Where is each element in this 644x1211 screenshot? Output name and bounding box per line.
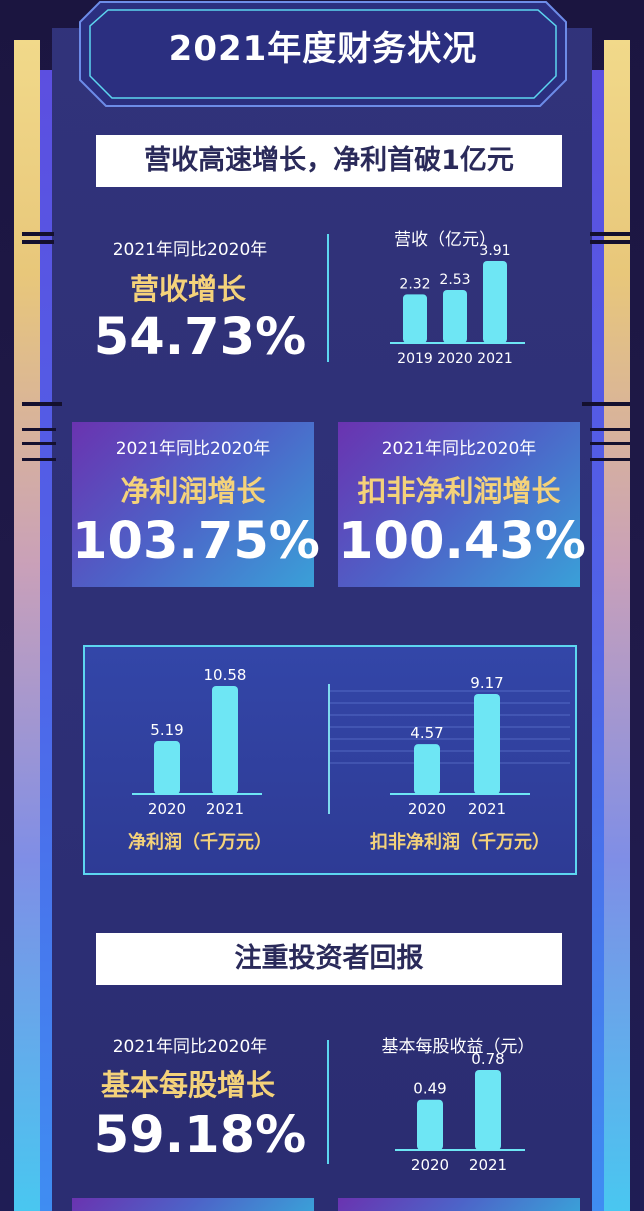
- data-label: 0.49: [413, 1080, 446, 1098]
- tick-label: 2020: [411, 1156, 449, 1174]
- deducted-profit-value: 100.43%: [338, 512, 586, 571]
- tick-label: 2021: [468, 800, 506, 818]
- frame-inner-right-border: [590, 70, 604, 1211]
- net-profit-value: 103.75%: [72, 512, 320, 571]
- next-card-left: [72, 1198, 314, 1211]
- chart-bar: [212, 686, 238, 794]
- tick-label: 2021: [206, 800, 244, 818]
- chart-bar: [475, 1070, 501, 1150]
- net-profit-chart: 5.19 2020 10.58 2021: [132, 666, 262, 818]
- tick-label: 2021: [477, 351, 513, 367]
- data-label: 3.91: [479, 243, 510, 259]
- page-title: 2021年度财务状况: [168, 29, 478, 69]
- frame-inner-left-border: [40, 70, 54, 1211]
- tick-label: 2019: [397, 351, 433, 367]
- divider: [327, 234, 329, 362]
- chart-bar: [414, 744, 440, 794]
- data-label: 5.19: [150, 721, 183, 739]
- chart-bar: [154, 741, 180, 794]
- eps-label: 基本每股增长: [100, 1068, 275, 1102]
- deducted-profit-label: 扣非净利润增长: [357, 474, 561, 508]
- data-label: 10.58: [204, 666, 247, 684]
- tick-label: 2021: [469, 1156, 507, 1174]
- frame-right-border: [604, 40, 630, 1211]
- deducted-profit-caption: 2021年同比2020年: [381, 439, 537, 459]
- revenue-chart-title: 营收（亿元）: [394, 230, 496, 250]
- deducted-profit-card: [338, 422, 580, 587]
- deducted-profit-chart-title: 扣非净利润（千万元）: [370, 832, 550, 853]
- deducted-profit-chart: 4.57 2020 9.17 2021: [390, 674, 530, 818]
- eps-caption: 2021年同比2020年: [112, 1037, 268, 1057]
- net-profit-caption: 2021年同比2020年: [115, 439, 271, 459]
- revenue-caption: 2021年同比2020年: [112, 240, 268, 260]
- data-label: 2.32: [399, 276, 430, 292]
- chart-bar: [403, 294, 427, 343]
- chart-bar: [417, 1099, 443, 1150]
- section-banner-investor: 注重投资者回报: [96, 933, 562, 985]
- data-label: 0.78: [471, 1050, 504, 1068]
- chart-bar: [443, 289, 467, 343]
- tick-label: 2020: [437, 351, 473, 367]
- chart-bar: [483, 261, 507, 343]
- revenue-label: 营收增长: [129, 272, 246, 306]
- divider: [328, 684, 330, 814]
- title-plate-shape: [79, 1, 567, 107]
- tick-label: 2020: [408, 800, 446, 818]
- section-banner-revenue: 营收高速增长，净利首破1亿元: [96, 135, 562, 187]
- revenue-chart: 2.32 2019 2.53 2020 3.91 2021: [390, 243, 525, 367]
- eps-value: 59.18%: [93, 1106, 307, 1165]
- data-label: 4.57: [410, 724, 443, 742]
- next-card-right: [338, 1198, 580, 1211]
- net-profit-label: 净利润增长: [120, 474, 266, 508]
- data-label: 2.53: [439, 272, 470, 288]
- frame-left-border: [14, 40, 40, 1211]
- title-plate: 2021年度财务状况: [78, 0, 568, 108]
- main-panel: [52, 28, 592, 1211]
- revenue-value: 54.73%: [93, 308, 307, 367]
- eps-chart: 0.49 2020 0.78 2021: [395, 1050, 525, 1174]
- chart-bar: [474, 694, 500, 794]
- divider: [327, 1040, 329, 1164]
- decorative-lines: [330, 690, 570, 770]
- data-label: 9.17: [470, 674, 503, 692]
- tick-label: 2020: [148, 800, 186, 818]
- net-profit-card: [72, 422, 314, 587]
- eps-chart-title: 基本每股收益（元）: [381, 1037, 535, 1057]
- net-profit-chart-title: 净利润（千万元）: [128, 832, 272, 853]
